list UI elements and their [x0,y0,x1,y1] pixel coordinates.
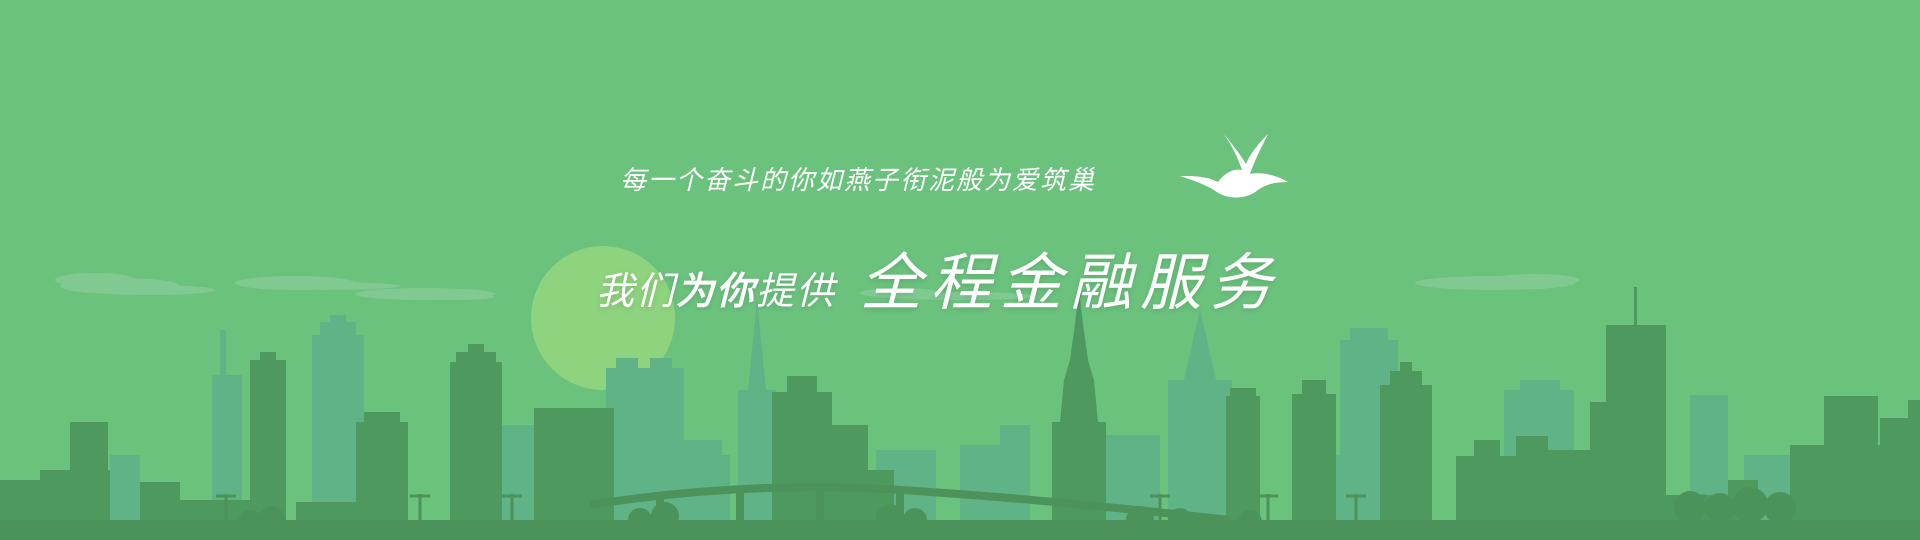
headline-lead: 我们为你提供 [596,260,836,315]
tagline: 每一个奋斗的你如燕子衔泥般为爱筑巢 [620,166,1097,196]
headline-suffix: 提供 [756,269,837,313]
clouds [55,273,1580,300]
headline-bold: 为你 [676,269,757,313]
sun [531,246,675,390]
trees-and-ground [0,487,1920,540]
headline-prefix: 我们 [596,269,677,313]
headline-service: 全程金融服务 [860,246,1281,319]
street-lamps [216,494,1706,540]
swallow-icon [1180,134,1288,198]
headline: 我们为你提供 全程金融服务 [596,232,1280,322]
